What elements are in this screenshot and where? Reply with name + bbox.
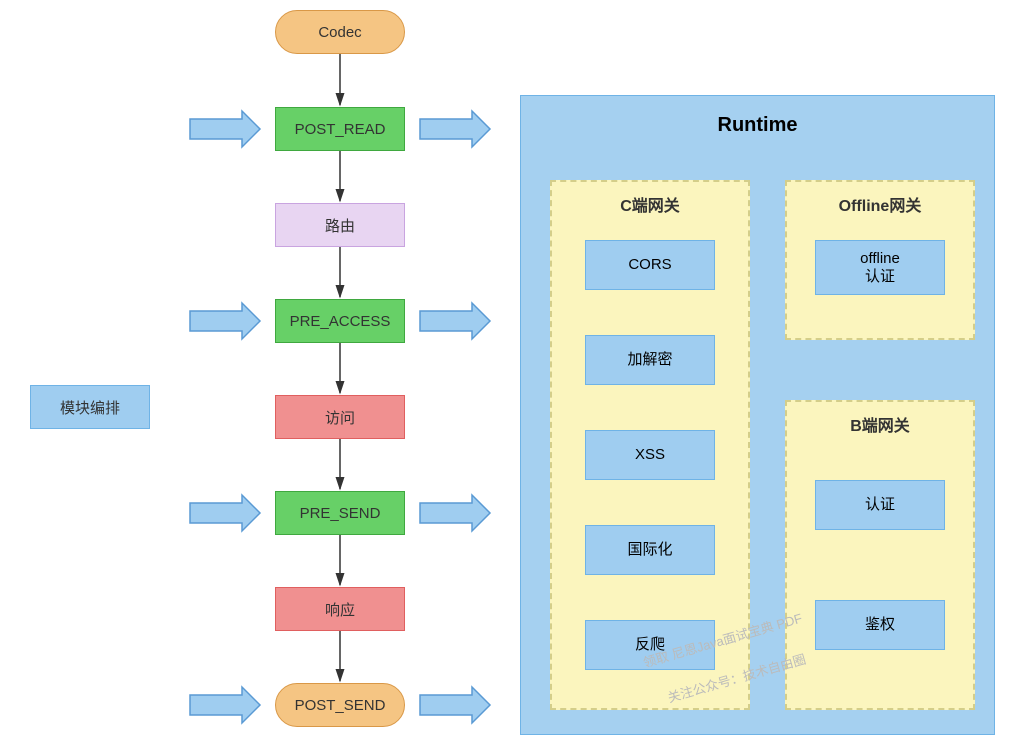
runtime-item-label: CORS	[628, 256, 671, 274]
pipeline-node-pre_access: PRE_ACCESS	[275, 299, 405, 343]
blue-arrow	[420, 495, 490, 531]
runtime-item-label: 鉴权	[865, 616, 895, 634]
pipeline-node-post_send: POST_SEND	[275, 683, 405, 727]
pipeline-node-label: POST_SEND	[295, 697, 386, 714]
runtime-group-item: 认证	[815, 480, 945, 530]
runtime-group-title: C端网关	[552, 192, 748, 216]
side-label-text: 模块编排	[60, 397, 120, 418]
runtime-group-item: XSS	[585, 430, 715, 480]
runtime-item-label: XSS	[635, 446, 665, 464]
runtime-group-title: Offline网关	[787, 192, 973, 216]
blue-arrow	[420, 111, 490, 147]
pipeline-node-access: 访问	[275, 395, 405, 439]
runtime-group-item: 加解密	[585, 335, 715, 385]
pipeline-node-label: PRE_ACCESS	[290, 313, 391, 330]
runtime-item-label: offline	[860, 250, 900, 268]
blue-arrow	[420, 687, 490, 723]
blue-arrow	[190, 111, 260, 147]
pipeline-node-response: 响应	[275, 587, 405, 631]
pipeline-node-label: 路由	[325, 215, 355, 236]
pipeline-node-label: Codec	[318, 24, 361, 41]
blue-arrow	[190, 303, 260, 339]
blue-arrow	[190, 687, 260, 723]
blue-arrow	[190, 495, 260, 531]
runtime-group-title: B端网关	[787, 412, 973, 436]
runtime-group-item: offline认证	[815, 240, 945, 295]
runtime-group-item: 国际化	[585, 525, 715, 575]
pipeline-node-label: 响应	[325, 599, 355, 620]
runtime-item-label: 国际化	[627, 541, 672, 559]
runtime-title: Runtime	[521, 114, 994, 137]
pipeline-node-route: 路由	[275, 203, 405, 247]
pipeline-node-pre_send: PRE_SEND	[275, 491, 405, 535]
runtime-group-item: 反爬	[585, 620, 715, 670]
side-label-box: 模块编排	[30, 385, 150, 429]
runtime-group-item: 鉴权	[815, 600, 945, 650]
pipeline-node-label: 访问	[325, 407, 355, 428]
runtime-item-label: 认证	[865, 496, 895, 514]
runtime-item-label: 认证	[865, 268, 895, 286]
runtime-group: B端网关	[785, 400, 975, 710]
runtime-item-label: 加解密	[627, 351, 672, 369]
pipeline-node-post_read: POST_READ	[275, 107, 405, 151]
runtime-group-item: CORS	[585, 240, 715, 290]
runtime-item-label: 反爬	[635, 636, 665, 654]
blue-arrow	[420, 303, 490, 339]
pipeline-node-label: PRE_SEND	[300, 505, 381, 522]
pipeline-node-codec: Codec	[275, 10, 405, 54]
pipeline-node-label: POST_READ	[295, 121, 386, 138]
